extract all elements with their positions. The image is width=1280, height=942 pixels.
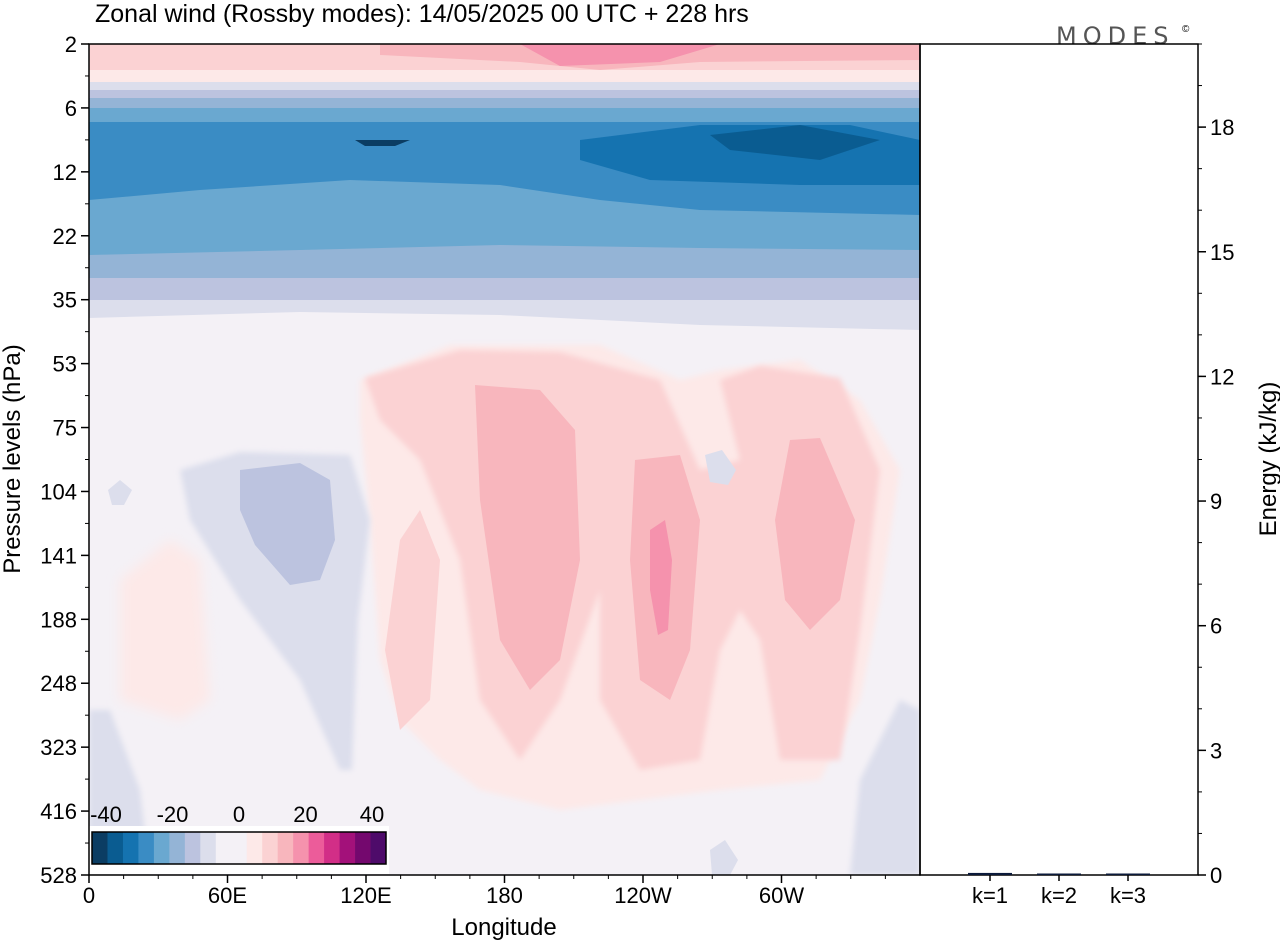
- colorbar-swatch: [277, 832, 294, 864]
- colorbar-swatch: [355, 832, 371, 864]
- easterly-small-center: [705, 450, 736, 485]
- colorbar-swatch: [339, 832, 356, 864]
- brand-mark: ©: [1182, 24, 1190, 35]
- easterly-core-inner: [710, 125, 880, 160]
- colorbar-swatch: [153, 832, 170, 864]
- energy-bar: [1037, 873, 1081, 875]
- chart-title: Zonal wind (Rossby modes): 14/05/2025 00…: [95, 0, 749, 28]
- y-tick-label: 2: [65, 32, 77, 57]
- y-tick-label: 6: [65, 96, 77, 121]
- y-tick-label: 323: [40, 735, 77, 760]
- colorbar-swatch: [293, 832, 310, 864]
- x-tick-label: 180: [486, 883, 523, 908]
- band-easterly-lower-2: [89, 245, 920, 280]
- easterly-small-west: [108, 480, 132, 505]
- colorbar-swatch: [122, 832, 139, 864]
- colorbar-swatch: [107, 832, 124, 864]
- westerly-plume-narrow: [385, 510, 440, 730]
- colorbar-swatch: [138, 832, 155, 864]
- y-axis-label: Pressure levels (hPa): [0, 344, 26, 573]
- y-tick-label: 35: [53, 288, 77, 313]
- colorbar-swatch: [262, 832, 279, 864]
- energy-tick-label: 3: [1210, 738, 1222, 763]
- x-tick-label: 120E: [340, 883, 391, 908]
- y-tick-label: 22: [53, 224, 77, 249]
- colorbar-swatch: [370, 832, 387, 864]
- y-tick-label: 416: [40, 799, 77, 824]
- colorbar: -40 -20 0 20 40: [90, 802, 387, 865]
- colorbar-swatch: [169, 832, 186, 864]
- brand-logo: MODES: [1056, 22, 1174, 50]
- y-tick-label: 248: [40, 671, 77, 696]
- colorbar-label: 20: [293, 802, 317, 827]
- band-easterly-fringe: [89, 300, 920, 330]
- westerly-plume-west: [120, 540, 210, 720]
- x-tick-label: 60E: [208, 883, 247, 908]
- westerly-max-120w: [650, 520, 672, 635]
- colorbar-swatch: [308, 832, 325, 864]
- energy-category-label: k=3: [1110, 883, 1146, 908]
- y-axis-left: 2 6 12 22 35 53 75 104 141 188 248 323 416 528: [40, 32, 89, 888]
- westerly-plume-60w: [775, 438, 855, 630]
- y-tick-label: 53: [53, 352, 77, 377]
- colorbar-swatch: [200, 832, 217, 864]
- band-easterly-edge-2: [89, 90, 920, 98]
- energy-tick-label: 15: [1210, 240, 1234, 265]
- colorbar-label: -20: [157, 802, 189, 827]
- x-axis: 0 60E 120E 180 120W 60W: [83, 875, 886, 908]
- energy-tick-label: 9: [1210, 489, 1222, 514]
- energy-tick-label: 0: [1210, 863, 1222, 888]
- energy-bars: k=1 k=2 k=3: [968, 872, 1150, 908]
- colorbar-swatch: [184, 832, 201, 864]
- band-easterly-edge-1: [89, 82, 920, 90]
- x-tick-label: 60W: [759, 883, 804, 908]
- y-tick-label: 104: [40, 479, 77, 504]
- colorbar-swatch: [231, 832, 248, 864]
- y-tick-label: 141: [40, 543, 77, 568]
- y-axis-right: 0 3 6 9 12 15 18: [1198, 43, 1234, 888]
- easterly-tropo-core: [240, 463, 335, 585]
- band-easterly-edge-3: [89, 98, 920, 108]
- energy-tick-label: 12: [1210, 364, 1234, 389]
- y-tick-label: 12: [53, 160, 77, 185]
- band-top-transition: [89, 70, 920, 82]
- x-tick-label: 0: [83, 883, 95, 908]
- energy-bar: [1106, 873, 1150, 875]
- energy-category-label: k=2: [1041, 883, 1077, 908]
- easterly-bottom-center: [710, 840, 738, 875]
- contour-field: [89, 44, 920, 875]
- colorbar-swatch: [246, 832, 263, 864]
- band-westerly-top-core: [520, 44, 720, 66]
- easterly-small-core: [355, 140, 410, 146]
- colorbar-label: 0: [233, 802, 245, 827]
- colorbar-swatch: [215, 832, 232, 864]
- energy-axis-label: Energy (kJ/kg): [1255, 382, 1280, 537]
- colorbar-label: -40: [90, 802, 122, 827]
- x-axis-label: Longitude: [451, 914, 556, 941]
- colorbar-swatch: [92, 832, 108, 864]
- easterly-bottom-right: [850, 700, 920, 875]
- colorbar-frame: [91, 831, 387, 865]
- y-tick-label: 75: [53, 416, 77, 441]
- energy-tick-label: 18: [1210, 115, 1234, 140]
- westerly-plume-180: [475, 385, 580, 690]
- y-tick-label: 528: [40, 863, 77, 888]
- x-tick-label: 120W: [614, 883, 672, 908]
- energy-bar: [968, 872, 1012, 875]
- y-tick-label: 188: [40, 607, 77, 632]
- colorbar-swatch: [324, 832, 340, 864]
- energy-panel-frame: [919, 43, 1199, 876]
- energy-category-label: k=1: [972, 883, 1008, 908]
- band-easterly-edge-4: [89, 108, 920, 122]
- colorbar-label: 40: [360, 802, 384, 827]
- band-easterly-lower-3: [89, 278, 920, 300]
- energy-tick-label: 6: [1210, 614, 1222, 639]
